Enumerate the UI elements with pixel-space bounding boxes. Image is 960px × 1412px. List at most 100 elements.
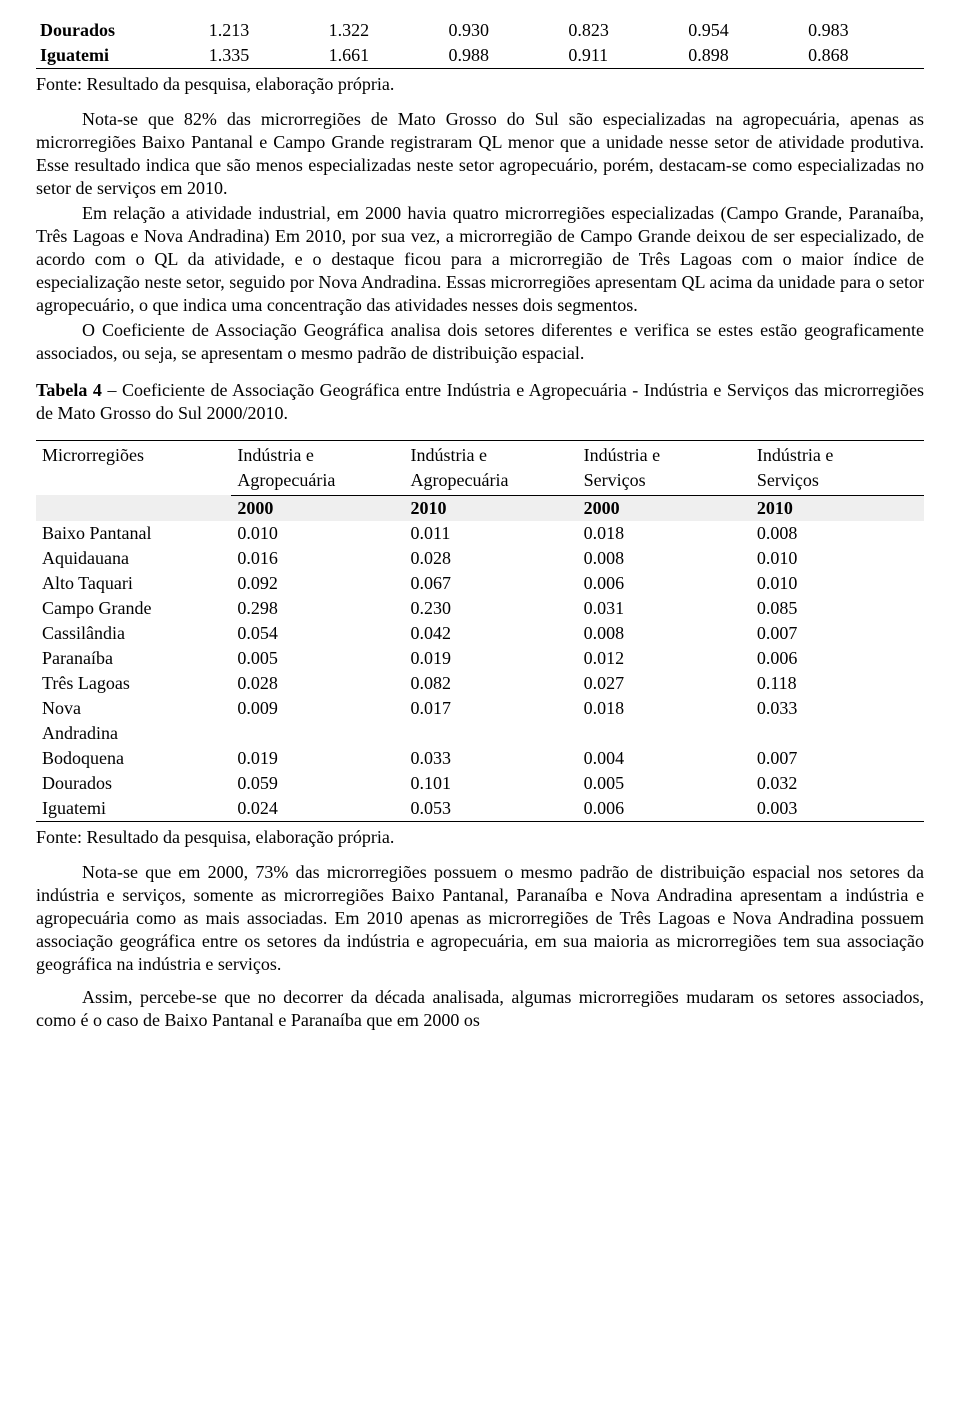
cell: 1.213 — [205, 18, 325, 43]
column-header: Microrregiões — [36, 440, 231, 495]
paragraph: Em relação a atividade industrial, em 20… — [36, 202, 924, 317]
table-4-title: Tabela 4 – Coeficiente de Associação Geo… — [36, 379, 924, 425]
table-4-title-rest: – Coeficiente de Associação Geográfica e… — [36, 380, 924, 423]
cell: 0.007 — [751, 746, 924, 771]
cell: 0.008 — [578, 546, 751, 571]
cell: 0.019 — [405, 646, 578, 671]
table-row: Andradina — [36, 721, 924, 746]
cell: 0.868 — [804, 43, 924, 69]
table-row: Aquidauana0.0160.0280.0080.010 — [36, 546, 924, 571]
row-label: Paranaíba — [36, 646, 231, 671]
cell: 0.032 — [751, 771, 924, 796]
cell: 0.006 — [751, 646, 924, 671]
paragraph: O Coeficiente de Associação Geográfica a… — [36, 319, 924, 365]
row-label: Baixo Pantanal — [36, 521, 231, 546]
table-row: Baixo Pantanal0.0100.0110.0180.008 — [36, 521, 924, 546]
table-row: Dourados 1.213 1.322 0.930 0.823 0.954 0… — [36, 18, 924, 43]
cell: 0.054 — [231, 621, 404, 646]
row-label: Bodoquena — [36, 746, 231, 771]
row-label: Três Lagoas — [36, 671, 231, 696]
cell: 0.009 — [231, 696, 404, 721]
cell: 0.008 — [751, 521, 924, 546]
column-header: Indústria e — [231, 440, 404, 468]
cell: 0.028 — [231, 671, 404, 696]
table-row: Três Lagoas0.0280.0820.0270.118 — [36, 671, 924, 696]
year-header: 2010 — [405, 495, 578, 521]
cell: 0.024 — [231, 796, 404, 822]
row-label: Iguatemi — [36, 796, 231, 822]
cell: 0.954 — [684, 18, 804, 43]
cell: 0.011 — [405, 521, 578, 546]
column-header: Indústria e — [578, 440, 751, 468]
row-label: Campo Grande — [36, 596, 231, 621]
cell: 1.322 — [325, 18, 445, 43]
column-header: Serviços — [578, 468, 751, 496]
row-label: Dourados — [36, 18, 205, 43]
paragraph: Nota-se que em 2000, 73% das microrregiõ… — [36, 861, 924, 976]
cell: 0.010 — [231, 521, 404, 546]
table-ql-partial: Dourados 1.213 1.322 0.930 0.823 0.954 0… — [36, 18, 924, 69]
cell: 0.053 — [405, 796, 578, 822]
cell: 0.006 — [578, 571, 751, 596]
row-label: Alto Taquari — [36, 571, 231, 596]
paragraph: Nota-se que 82% das microrregiões de Mat… — [36, 108, 924, 200]
row-label: Cassilândia — [36, 621, 231, 646]
cell: 0.019 — [231, 746, 404, 771]
row-label: Nova — [36, 696, 231, 721]
table-4-source: Fonte: Resultado da pesquisa, elaboração… — [36, 826, 924, 849]
cell: 0.010 — [751, 546, 924, 571]
cell: 0.988 — [444, 43, 564, 69]
table-row: Nova0.0090.0170.0180.033 — [36, 696, 924, 721]
column-header: Agropecuária — [231, 468, 404, 496]
table-row: Alto Taquari0.0920.0670.0060.010 — [36, 571, 924, 596]
cell: 0.018 — [578, 696, 751, 721]
cell: 0.005 — [578, 771, 751, 796]
cell: 0.059 — [231, 771, 404, 796]
cell: 1.661 — [325, 43, 445, 69]
table-year-row: 2000 2010 2000 2010 — [36, 495, 924, 521]
table-source: Fonte: Resultado da pesquisa, elaboração… — [36, 73, 924, 96]
year-header: 2000 — [231, 495, 404, 521]
table-row: Cassilândia0.0540.0420.0080.007 — [36, 621, 924, 646]
column-header: Agropecuária — [405, 468, 578, 496]
cell: 0.006 — [578, 796, 751, 822]
table-row: Iguatemi0.0240.0530.0060.003 — [36, 796, 924, 822]
cell: 0.085 — [751, 596, 924, 621]
cell: 0.005 — [231, 646, 404, 671]
table-row: Iguatemi 1.335 1.661 0.988 0.911 0.898 0… — [36, 43, 924, 69]
cell: 0.003 — [751, 796, 924, 822]
cell: 0.930 — [444, 18, 564, 43]
cell: 0.028 — [405, 546, 578, 571]
cell: 0.823 — [564, 18, 684, 43]
table-4: Microrregiões Indústria e Indústria e In… — [36, 440, 924, 822]
cell: 0.898 — [684, 43, 804, 69]
cell: 1.335 — [205, 43, 325, 69]
column-header: Serviços — [751, 468, 924, 496]
table-header-row: Microrregiões Indústria e Indústria e In… — [36, 440, 924, 468]
cell: 0.007 — [751, 621, 924, 646]
cell: 0.018 — [578, 521, 751, 546]
cell: 0.983 — [804, 18, 924, 43]
column-header: Indústria e — [751, 440, 924, 468]
cell: 0.017 — [405, 696, 578, 721]
cell: 0.067 — [405, 571, 578, 596]
paragraph: Assim, percebe-se que no decorrer da déc… — [36, 986, 924, 1032]
cell: 0.298 — [231, 596, 404, 621]
table-row: Paranaíba0.0050.0190.0120.006 — [36, 646, 924, 671]
cell: 0.016 — [231, 546, 404, 571]
row-label: Aquidauana — [36, 546, 231, 571]
cell: 0.027 — [578, 671, 751, 696]
cell: 0.230 — [405, 596, 578, 621]
year-header: 2010 — [751, 495, 924, 521]
table-row: Dourados0.0590.1010.0050.032 — [36, 771, 924, 796]
cell: 0.101 — [405, 771, 578, 796]
cell: 0.008 — [578, 621, 751, 646]
cell: 0.042 — [405, 621, 578, 646]
cell: 0.092 — [231, 571, 404, 596]
cell: 0.010 — [751, 571, 924, 596]
row-label: Dourados — [36, 771, 231, 796]
year-header: 2000 — [578, 495, 751, 521]
cell: 0.033 — [405, 746, 578, 771]
cell: 0.031 — [578, 596, 751, 621]
row-label: Iguatemi — [36, 43, 205, 69]
